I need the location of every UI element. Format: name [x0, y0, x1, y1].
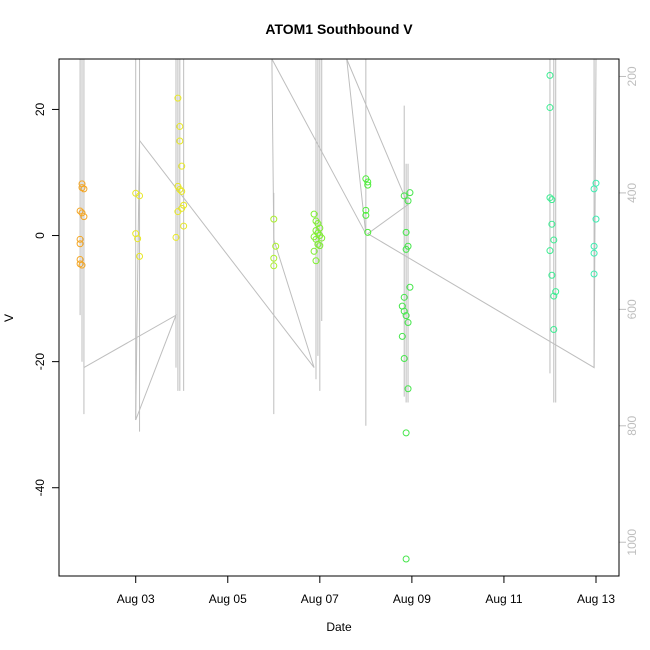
data-point: [80, 185, 88, 193]
data-point: [402, 429, 410, 437]
data-point: [404, 197, 412, 205]
data-point: [590, 185, 598, 193]
data-point: [400, 354, 408, 362]
y-tick-label: 20: [33, 102, 47, 116]
data-point: [404, 385, 412, 393]
data-point: [548, 220, 556, 228]
data-point: [318, 234, 326, 242]
data-point: [398, 332, 406, 340]
data-point: [174, 94, 182, 102]
data-point: [364, 181, 372, 189]
data-point: [172, 233, 180, 241]
data-point: [78, 184, 86, 192]
data-point: [310, 247, 318, 255]
plot-frame: [58, 58, 620, 577]
data-point: [174, 208, 182, 216]
data-point: [316, 242, 324, 250]
data-point: [136, 192, 144, 200]
y2-tick-label: 200: [625, 66, 639, 86]
data-point: [546, 104, 554, 112]
data-point: [80, 213, 88, 221]
data-point: [400, 192, 408, 200]
data-point: [178, 162, 186, 170]
data-point: [136, 252, 144, 260]
y-axis-label: V: [2, 314, 16, 322]
data-point: [314, 220, 322, 228]
data-point: [180, 222, 188, 230]
y-tick-label: -20: [33, 353, 47, 371]
data-point: [400, 307, 408, 315]
data-point: [550, 325, 558, 333]
data-point: [406, 189, 414, 197]
data-point: [402, 245, 410, 253]
data-point: [176, 137, 184, 145]
y2-tick-label: 600: [625, 299, 639, 319]
data-point: [78, 209, 86, 217]
data-point: [78, 261, 86, 269]
y-tick-label: -40: [33, 479, 47, 497]
x-tick-label: Aug 09: [393, 592, 431, 606]
data-point: [546, 71, 554, 79]
data-point: [402, 312, 410, 320]
data-point: [362, 206, 370, 214]
data-point: [550, 236, 558, 244]
data-point: [402, 228, 410, 236]
x-axis-label: Date: [326, 620, 352, 634]
data-point: [76, 260, 84, 268]
data-point: [400, 293, 408, 301]
data-point: [76, 235, 84, 243]
data-point: [76, 207, 84, 215]
data-point: [270, 262, 278, 270]
y-tick-label: 0: [33, 232, 47, 239]
data-point: [546, 247, 554, 255]
data-point: [312, 257, 320, 265]
data-point: [364, 228, 372, 236]
data-point: [176, 186, 184, 194]
scatter-points: [76, 71, 600, 563]
y2-tick-label: 800: [625, 415, 639, 435]
y2-tick-label: 400: [625, 183, 639, 203]
data-point: [550, 292, 558, 300]
data-point: [76, 240, 84, 248]
data-point: [178, 187, 186, 195]
data-point: [270, 215, 278, 223]
y2-tick-label: 1000: [625, 529, 639, 556]
data-point: [406, 283, 414, 291]
data-point: [548, 196, 556, 204]
data-point: [134, 235, 142, 243]
data-point: [590, 249, 598, 257]
data-point: [176, 122, 184, 130]
data-point: [552, 288, 560, 296]
data-point: [314, 240, 322, 248]
x-tick-label: Aug 13: [577, 592, 615, 606]
data-point: [590, 270, 598, 278]
data-point: [364, 178, 372, 186]
data-point: [362, 211, 370, 219]
chart-title: ATOM1 Southbound V: [265, 21, 413, 37]
data-point: [404, 319, 412, 327]
data-point: [590, 242, 598, 250]
data-point: [592, 215, 600, 223]
x-tick-label: Aug 11: [485, 592, 522, 606]
x-tick-label: Aug 05: [209, 592, 247, 606]
data-point: [310, 210, 318, 218]
data-point: [402, 555, 410, 563]
x-tick-label: Aug 03: [117, 592, 155, 606]
data-point: [546, 194, 554, 202]
x-tick-label: Aug 07: [301, 592, 339, 606]
data-point: [272, 242, 280, 250]
data-point: [270, 254, 278, 262]
data-point: [548, 271, 556, 279]
